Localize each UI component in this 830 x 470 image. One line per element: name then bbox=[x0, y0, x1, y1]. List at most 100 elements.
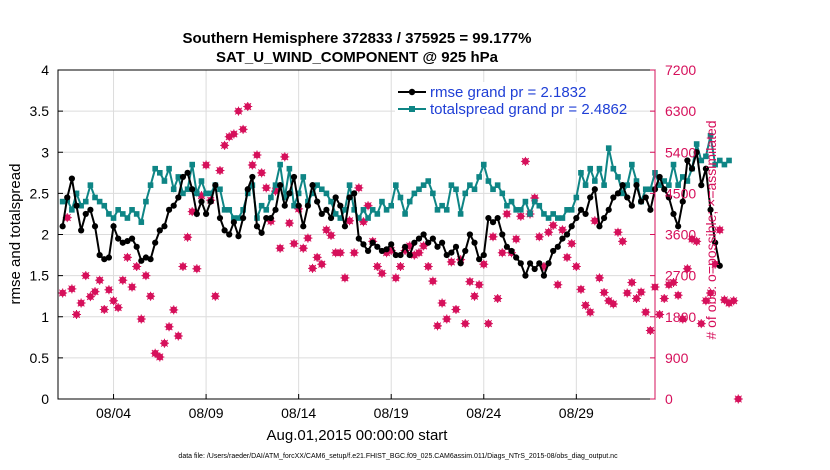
totalspread-point bbox=[286, 165, 293, 172]
obs-point bbox=[377, 268, 387, 278]
x-axis-label: Aug.01,2015 00:00:00 start bbox=[267, 427, 449, 444]
totalspread-point bbox=[406, 198, 413, 205]
totalspread-point bbox=[675, 182, 681, 188]
rmse-point bbox=[355, 235, 362, 242]
obs-point bbox=[62, 213, 72, 223]
obs-point bbox=[557, 225, 567, 235]
obs-point bbox=[562, 252, 572, 262]
obs-point bbox=[432, 321, 442, 331]
obs-point bbox=[136, 314, 146, 324]
obs-point bbox=[594, 273, 604, 283]
obs-point bbox=[183, 232, 193, 242]
rmse-point bbox=[189, 186, 196, 193]
obs-point bbox=[173, 331, 183, 341]
rmse-point bbox=[605, 206, 612, 213]
rmse-point bbox=[115, 235, 122, 242]
obs-point bbox=[109, 296, 119, 306]
totalspread-point bbox=[670, 161, 677, 168]
totalspread-point bbox=[78, 202, 84, 209]
rmse-point bbox=[337, 202, 344, 209]
totalspread-point bbox=[73, 190, 80, 197]
totalspread-point bbox=[360, 207, 367, 213]
y-tick-label: 3 bbox=[41, 144, 49, 160]
rmse-point bbox=[517, 260, 524, 267]
totalspread-point bbox=[207, 190, 214, 197]
obs-point bbox=[428, 276, 438, 286]
totalspread-point bbox=[471, 186, 478, 193]
obs-point bbox=[312, 252, 322, 262]
totalspread-point bbox=[462, 190, 469, 197]
rmse-point bbox=[314, 198, 321, 205]
rmse-point bbox=[647, 206, 654, 213]
totalspread-point bbox=[605, 145, 612, 151]
obs-point bbox=[132, 261, 142, 271]
totalspread-point bbox=[425, 178, 432, 184]
obs-point bbox=[354, 183, 364, 193]
obs-point bbox=[437, 298, 447, 308]
obs-point bbox=[488, 232, 498, 242]
rmse-point bbox=[73, 202, 80, 209]
totalspread-point bbox=[175, 174, 182, 180]
obs-point bbox=[257, 168, 267, 178]
totalspread-point bbox=[184, 186, 191, 193]
totalspread-point bbox=[365, 215, 371, 221]
totalspread-point bbox=[666, 182, 672, 188]
totalspread-point bbox=[300, 174, 307, 180]
obs-point bbox=[470, 291, 480, 301]
obs-point bbox=[622, 288, 632, 298]
obs-point bbox=[659, 293, 669, 303]
rmse-point bbox=[281, 202, 288, 209]
rmse-point bbox=[318, 210, 325, 218]
y-axis-ticks: 0 0.5 1 1.5 2 2.5 3 3.5 4 bbox=[30, 62, 63, 407]
rmse-point bbox=[688, 165, 696, 172]
obs-point bbox=[280, 152, 290, 162]
totalspread-point bbox=[485, 178, 492, 184]
totalspread-point bbox=[402, 211, 408, 217]
obs-point bbox=[544, 227, 554, 237]
totalspread-point bbox=[642, 186, 649, 193]
rmse-point bbox=[327, 214, 335, 222]
obs-point bbox=[298, 243, 308, 253]
totalspread-point bbox=[661, 178, 668, 184]
rmse-point bbox=[202, 210, 210, 218]
obs-point bbox=[146, 291, 156, 301]
totalspread-point bbox=[568, 207, 575, 213]
rmse-point bbox=[550, 247, 557, 255]
rmse-point bbox=[665, 194, 672, 201]
totalspread-point bbox=[295, 190, 302, 197]
rmse-point bbox=[494, 214, 501, 222]
rmse-point bbox=[179, 173, 187, 181]
rmse-point bbox=[707, 206, 714, 213]
totalspread-point bbox=[416, 186, 422, 193]
rmse-point bbox=[216, 214, 224, 222]
totalspread-point bbox=[397, 194, 404, 201]
totalspread-point bbox=[143, 198, 149, 205]
rmse-point bbox=[82, 210, 89, 218]
rmse-point bbox=[531, 265, 538, 273]
totalspread-point bbox=[513, 207, 519, 213]
rmse-point bbox=[587, 194, 594, 201]
x-axis-ticks: 08/04 08/09 08/14 08/19 08/24 08/29 bbox=[96, 394, 594, 421]
totalspread-point bbox=[564, 207, 570, 213]
obs-point bbox=[613, 227, 623, 237]
y2-tick-label: 4500 bbox=[665, 185, 696, 201]
rmse-point bbox=[263, 214, 270, 222]
totalspread-point bbox=[527, 211, 533, 217]
y2-tick-label: 2700 bbox=[665, 268, 696, 284]
obs-point bbox=[567, 239, 577, 249]
rmse-point bbox=[503, 243, 511, 250]
rmse-point bbox=[536, 260, 543, 267]
totalspread-point bbox=[69, 207, 75, 213]
totalspread-point bbox=[82, 198, 89, 205]
rmse-point bbox=[286, 190, 293, 197]
obs-point bbox=[252, 150, 262, 160]
rmse-point bbox=[712, 239, 719, 246]
totalspread-point bbox=[508, 198, 515, 205]
obs-point bbox=[113, 303, 123, 313]
totalspread-point bbox=[610, 165, 617, 172]
rmse-point bbox=[235, 233, 242, 240]
obs-point bbox=[155, 352, 165, 362]
y-axis-label: rmse and totalspread bbox=[7, 164, 24, 305]
rmse-point bbox=[175, 194, 182, 201]
obs-point bbox=[243, 102, 253, 112]
